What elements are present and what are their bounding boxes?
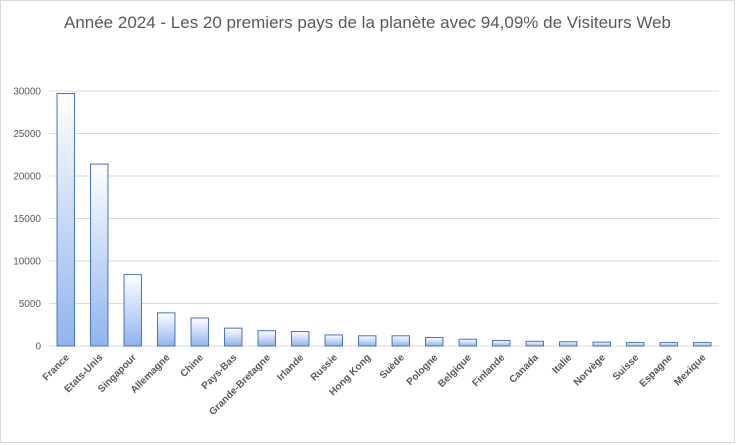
bar [291, 331, 310, 347]
bar [626, 342, 645, 347]
x-tick-label: Canada [508, 352, 542, 386]
bar [90, 163, 109, 347]
x-tick-label: Grande-Bretagne [207, 352, 273, 418]
bar [458, 338, 477, 347]
bars [56, 93, 712, 347]
x-tick-label: Suisse [611, 352, 642, 383]
bar [56, 93, 75, 347]
x-tick-label: Mexique [672, 352, 708, 388]
bar [425, 337, 444, 347]
bar [525, 340, 544, 347]
bar [559, 341, 578, 347]
x-tick-label: Norvège [572, 352, 608, 388]
bar [190, 317, 209, 347]
bar [358, 335, 377, 347]
y-tick-label: 15000 [13, 214, 41, 225]
y-tick-label: 30000 [13, 87, 41, 98]
x-tick-label: Russie [309, 352, 340, 383]
x-tick-label: Italie [550, 352, 574, 376]
bar [324, 334, 343, 347]
x-tick-label: Irlande [275, 352, 306, 383]
bar [257, 330, 276, 347]
bar [659, 342, 678, 347]
y-tick-label: 0 [35, 342, 41, 353]
bar [157, 312, 176, 347]
y-tick-label: 25000 [13, 129, 41, 140]
gridlines [49, 90, 719, 347]
x-tick-label: Chine [178, 352, 206, 380]
x-tick-label: Espagne [638, 352, 676, 390]
x-tick-label: Finlande [471, 352, 508, 389]
bar [492, 339, 511, 347]
axes: 050001000015000200002500030000FranceEtat… [13, 87, 708, 418]
bar [224, 327, 243, 347]
chart-title: Année 2024 - Les 20 premiers pays de la … [63, 13, 672, 32]
y-tick-label: 10000 [13, 257, 41, 268]
bar [693, 342, 712, 347]
x-tick-label: Belgique [436, 352, 474, 390]
y-tick-label: 5000 [19, 299, 42, 310]
y-tick-label: 20000 [13, 172, 41, 183]
x-tick-label: France [41, 352, 72, 383]
bar [391, 335, 410, 347]
bar [123, 274, 142, 347]
bar [592, 341, 611, 347]
x-tick-label: Suède [378, 352, 407, 381]
